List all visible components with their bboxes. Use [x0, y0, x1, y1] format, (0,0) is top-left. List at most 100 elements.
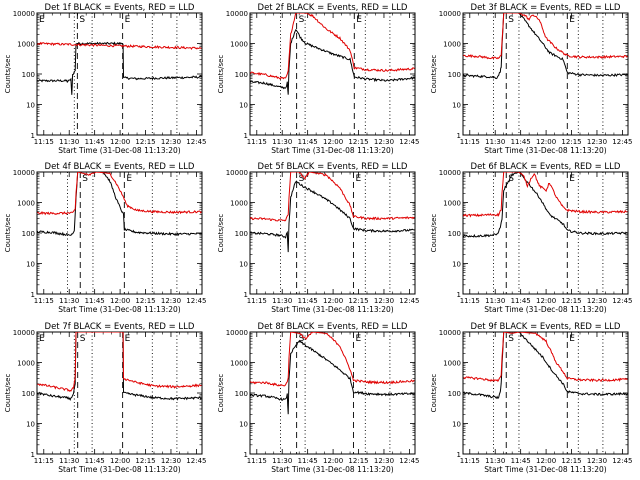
- x-tick-label: 12:00: [110, 297, 130, 305]
- y-tick-label: 10: [452, 261, 461, 269]
- marker-label: S: [508, 334, 514, 344]
- marker-label: E: [39, 334, 45, 344]
- panel-title: Det 3f BLACK = Events, RED = LLD: [471, 3, 621, 13]
- y-tick-label: 1: [31, 451, 35, 459]
- marker-label: S: [80, 334, 86, 344]
- y-tick-label: 1: [31, 291, 35, 299]
- y-axis-label: Counts/sec: [217, 374, 225, 413]
- panel-8: Det 8f BLACK = Events, RED = LLD 1 10 100 10…: [217, 322, 419, 474]
- y-tick-label: 100: [22, 230, 35, 238]
- y-axis-label: Counts/sec: [430, 55, 438, 94]
- x-tick-label: 11:30: [485, 297, 505, 305]
- x-tick-label: 12:00: [323, 297, 343, 305]
- x-axis-label: Start Time (31-Dec-08 11:13:20): [484, 465, 606, 474]
- y-tick-label: 1: [244, 132, 248, 140]
- marker-label: S: [299, 174, 305, 184]
- x-tick-label: 11:30: [485, 138, 505, 146]
- marker-label: S: [299, 15, 305, 25]
- y-tick-label: 1: [244, 291, 248, 299]
- panel-3: Det 3f BLACK = Events, RED = LLD 1 10 100 10…: [430, 3, 632, 155]
- x-tick-label: 12:45: [612, 138, 632, 146]
- x-tick-label: 12:00: [536, 457, 556, 465]
- series-lld-line: [250, 172, 415, 222]
- series-lld-line: [37, 41, 202, 50]
- series-lld-line: [463, 13, 628, 60]
- series-events-line: [250, 28, 415, 95]
- x-tick-label: 12:30: [587, 457, 607, 465]
- y-tick-label: 10000: [13, 329, 35, 337]
- y-tick-label: 10: [26, 421, 35, 429]
- x-tick-label: 12:15: [561, 457, 581, 465]
- panel-2: Det 2f BLACK = Events, RED = LLD 1 10 100 10…: [217, 3, 419, 155]
- x-tick-label: 12:15: [561, 138, 581, 146]
- y-tick-label: 1: [457, 132, 461, 140]
- x-tick-label: 12:45: [399, 138, 419, 146]
- y-tick-label: 10000: [439, 10, 461, 18]
- x-tick-label: 11:45: [511, 138, 531, 146]
- series-events-line: [463, 13, 628, 80]
- x-tick-label: 11:45: [85, 297, 105, 305]
- marker-label: E: [125, 334, 131, 344]
- panel-title: Det 5f BLACK = Events, RED = LLD: [258, 162, 408, 172]
- y-tick-label: 100: [235, 71, 248, 79]
- panel-1: Det 1f BLACK = Events, RED = LLD 1 10 100 10…: [4, 3, 206, 155]
- x-tick-label: 11:30: [272, 138, 292, 146]
- x-tick-label: 12:15: [135, 297, 155, 305]
- y-tick-label: 10000: [13, 10, 35, 18]
- x-axis-label: Start Time (31-Dec-08 11:13:20): [271, 146, 393, 155]
- y-axis-label: Counts/sec: [4, 214, 12, 253]
- y-tick-label: 100: [22, 71, 35, 79]
- y-tick-label: 1000: [230, 200, 248, 208]
- y-tick-label: 100: [235, 390, 248, 398]
- y-tick-label: 1000: [17, 200, 35, 208]
- series-lld-line: [463, 172, 628, 218]
- y-tick-label: 10000: [439, 169, 461, 177]
- x-tick-label: 12:00: [536, 138, 556, 146]
- y-axis-label: Counts/sec: [217, 214, 225, 253]
- series-events-line: [250, 340, 415, 415]
- x-tick-label: 11:30: [272, 297, 292, 305]
- x-tick-label: 12:30: [374, 138, 394, 146]
- y-tick-label: 10000: [226, 10, 248, 18]
- x-axis-label: Start Time (31-Dec-08 11:13:20): [484, 305, 606, 314]
- y-tick-label: 1000: [17, 360, 35, 368]
- y-tick-label: 10000: [226, 329, 248, 337]
- x-tick-label: 12:00: [323, 457, 343, 465]
- x-tick-label: 12:45: [399, 297, 419, 305]
- x-tick-label: 11:45: [511, 457, 531, 465]
- series-lld-line: [250, 332, 415, 387]
- x-tick-label: 12:30: [161, 297, 181, 305]
- series-events-line: [463, 332, 628, 400]
- x-tick-label: 12:30: [374, 457, 394, 465]
- series-lld-line: [37, 332, 202, 392]
- x-tick-label: 12:30: [587, 297, 607, 305]
- panel-title: Det 4f BLACK = Events, RED = LLD: [45, 162, 195, 172]
- x-tick-label: 11:15: [34, 297, 54, 305]
- series-events-line: [463, 172, 628, 238]
- x-tick-label: 11:45: [298, 297, 318, 305]
- x-tick-label: 12:45: [612, 457, 632, 465]
- marker-label: S: [508, 174, 514, 184]
- marker-label: S: [299, 334, 305, 344]
- y-tick-label: 1000: [230, 41, 248, 49]
- x-tick-label: 11:45: [85, 457, 105, 465]
- y-axis-label: Counts/sec: [4, 55, 12, 94]
- x-tick-label: 12:45: [612, 297, 632, 305]
- marker-label: E: [39, 15, 45, 25]
- series-lld-line: [463, 332, 628, 383]
- series-events-line: [37, 172, 202, 237]
- y-axis-label: Counts/sec: [430, 214, 438, 253]
- x-tick-label: 11:30: [485, 457, 505, 465]
- marker-label: E: [569, 15, 575, 25]
- y-tick-label: 1: [457, 451, 461, 459]
- y-tick-label: 1000: [17, 41, 35, 49]
- x-tick-label: 12:15: [135, 457, 155, 465]
- y-axis-label: Counts/sec: [4, 374, 12, 413]
- x-tick-label: 11:30: [59, 297, 79, 305]
- x-tick-label: 12:00: [323, 138, 343, 146]
- x-axis-label: Start Time (31-Dec-08 11:13:20): [271, 305, 393, 314]
- y-tick-label: 100: [448, 230, 461, 238]
- x-tick-label: 11:15: [34, 138, 54, 146]
- panel-title: Det 1f BLACK = Events, RED = LLD: [45, 3, 195, 13]
